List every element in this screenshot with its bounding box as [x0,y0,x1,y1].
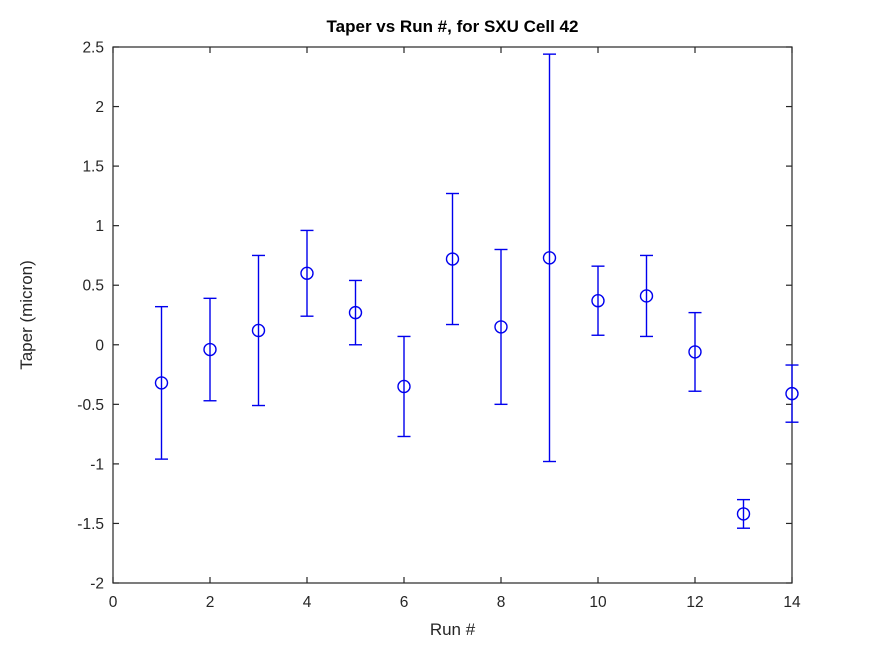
x-tick-label: 6 [400,594,409,611]
data-marker-circle [251,323,266,338]
errorbar-point [736,498,751,529]
errorbar-point [154,305,169,460]
data-marker-circle [736,507,751,521]
data-marker-circle [203,342,217,357]
x-tick-label: 10 [589,594,607,611]
data-marker-circle [154,376,169,390]
errorbar-point [397,335,411,438]
y-tick-label: 0 [95,337,104,354]
y-tick-label: 0.5 [82,278,104,295]
y-axis-label: Taper (micron) [17,260,36,370]
data-marker-circle [542,251,557,265]
y-tick-label: -1 [90,456,104,473]
y-tick-label: -0.5 [77,397,104,414]
x-tick-label: 14 [783,594,801,611]
x-tick-label: 8 [497,594,506,611]
errorbar-point [494,248,508,406]
errorbar-point [591,265,605,336]
y-tick-label: 1 [95,218,104,235]
data-marker-circle [785,386,799,401]
errorbar-point [542,53,557,463]
y-tick-label: 2.5 [82,40,104,57]
errorbar-point [688,311,702,392]
x-tick-label: 12 [686,594,703,611]
data-marker-circle [397,379,411,394]
x-tick-label: 2 [206,594,215,611]
errorbar-point [300,229,314,317]
errorbar-point [639,254,654,338]
data-marker-circle [494,320,508,334]
errorbar-point [348,279,363,346]
data-marker-circle [688,345,702,359]
chart-title: Taper vs Run #, for SXU Cell 42 [326,17,579,36]
errorbar-point [251,254,266,407]
data-marker-circle [348,305,363,320]
data-marker-circle [591,294,605,308]
y-tick-label: 1.5 [82,159,104,176]
errorbar-point [203,297,217,402]
data-marker-circle [445,252,460,266]
errorbar-point [445,192,460,326]
y-tick-label: 2 [95,99,104,116]
x-tick-label: 0 [109,594,118,611]
data-marker-circle [639,289,654,303]
y-tick-label: -1.5 [77,516,104,533]
errorbar-point [785,364,799,423]
x-axis-label: Run # [429,620,476,639]
data-marker-circle [300,266,314,281]
x-tick-label: 4 [303,594,312,611]
y-tick-label: -2 [90,576,104,593]
axes-box [112,46,793,584]
